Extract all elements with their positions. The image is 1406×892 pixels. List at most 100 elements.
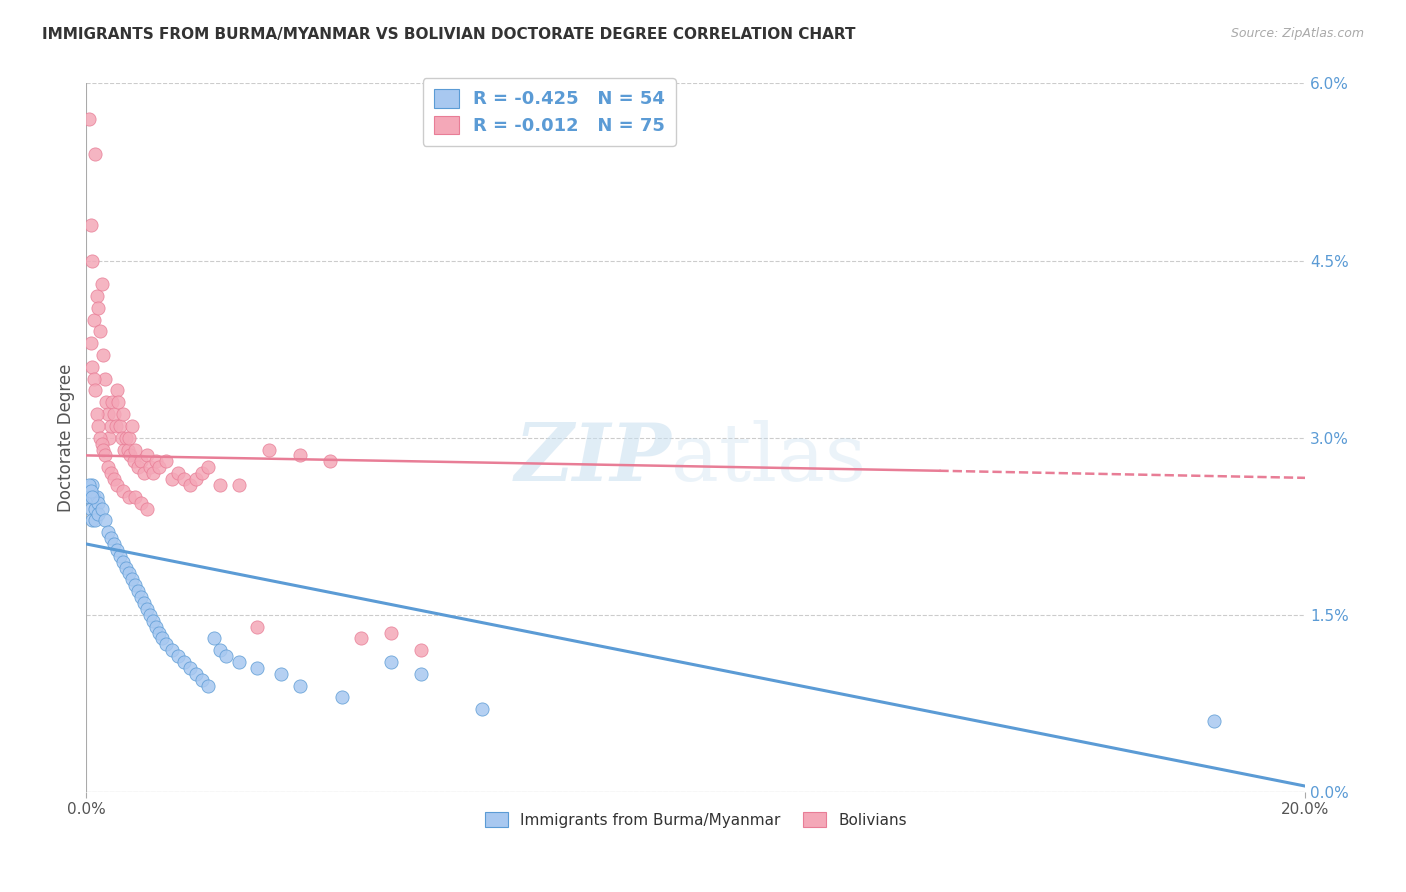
Point: [160, 472, 183, 486]
Point: [86, 407, 108, 421]
Point: [120, 449, 142, 463]
Point: [90, 436, 112, 450]
Point: [139, 607, 162, 622]
Point: [246, 661, 269, 675]
Point: [228, 478, 250, 492]
Point: [89, 431, 111, 445]
Point: [79, 478, 101, 492]
Y-axis label: Doctorate Degree: Doctorate Degree: [58, 364, 75, 512]
Point: [93, 348, 115, 362]
Point: [79, 112, 101, 126]
Point: [87, 496, 110, 510]
Point: [118, 490, 141, 504]
Text: ZIP: ZIP: [515, 420, 671, 498]
Point: [129, 496, 152, 510]
Point: [118, 431, 141, 445]
Point: [136, 501, 159, 516]
Point: [108, 418, 131, 433]
Point: [142, 466, 165, 480]
Point: [89, 325, 111, 339]
Point: [124, 490, 146, 504]
Point: [184, 472, 207, 486]
Point: [166, 649, 188, 664]
Point: [184, 666, 207, 681]
Point: [145, 454, 167, 468]
Point: [117, 442, 139, 457]
Point: [82, 253, 104, 268]
Point: [101, 395, 124, 409]
Point: [270, 666, 292, 681]
Point: [197, 460, 219, 475]
Point: [80, 483, 103, 498]
Point: [148, 625, 170, 640]
Point: [179, 661, 201, 675]
Point: [111, 555, 134, 569]
Point: [97, 407, 120, 421]
Point: [127, 584, 149, 599]
Point: [111, 407, 134, 421]
Point: [160, 643, 183, 657]
Point: [104, 418, 127, 433]
Point: [107, 395, 129, 409]
Point: [80, 218, 103, 232]
Point: [129, 454, 152, 468]
Point: [97, 460, 120, 475]
Point: [411, 666, 433, 681]
Point: [191, 673, 214, 687]
Point: [209, 643, 232, 657]
Point: [111, 431, 134, 445]
Point: [86, 289, 108, 303]
Point: [228, 655, 250, 669]
Point: [148, 460, 170, 475]
Point: [93, 513, 115, 527]
Point: [100, 466, 122, 480]
Point: [105, 478, 128, 492]
Point: [121, 573, 143, 587]
Point: [87, 301, 110, 315]
Point: [111, 483, 134, 498]
Legend: Immigrants from Burma/Myanmar, Bolivians: Immigrants from Burma/Myanmar, Bolivians: [478, 805, 912, 834]
Point: [197, 679, 219, 693]
Point: [380, 625, 402, 640]
Point: [134, 466, 156, 480]
Point: [103, 407, 125, 421]
Point: [209, 478, 232, 492]
Point: [103, 537, 125, 551]
Point: [115, 560, 138, 574]
Point: [90, 277, 112, 292]
Point: [145, 620, 167, 634]
Point: [411, 643, 433, 657]
Point: [134, 596, 156, 610]
Point: [98, 431, 121, 445]
Point: [129, 590, 152, 604]
Point: [191, 466, 214, 480]
Point: [288, 449, 311, 463]
Point: [83, 490, 105, 504]
Point: [179, 478, 201, 492]
Point: [246, 620, 269, 634]
Point: [202, 632, 225, 646]
Point: [380, 655, 402, 669]
Point: [100, 531, 122, 545]
Point: [82, 513, 104, 527]
Point: [124, 578, 146, 592]
Point: [112, 442, 135, 457]
Point: [103, 472, 125, 486]
Point: [94, 395, 117, 409]
Point: [152, 632, 174, 646]
Point: [139, 460, 162, 475]
Point: [86, 490, 108, 504]
Point: [330, 690, 353, 705]
Point: [87, 418, 110, 433]
Point: [115, 431, 138, 445]
Point: [82, 478, 104, 492]
Point: [97, 525, 120, 540]
Point: [288, 679, 311, 693]
Point: [80, 336, 103, 351]
Point: [93, 449, 115, 463]
Point: [319, 454, 342, 468]
Point: [84, 513, 107, 527]
Point: [121, 418, 143, 433]
Point: [105, 542, 128, 557]
Point: [471, 702, 494, 716]
